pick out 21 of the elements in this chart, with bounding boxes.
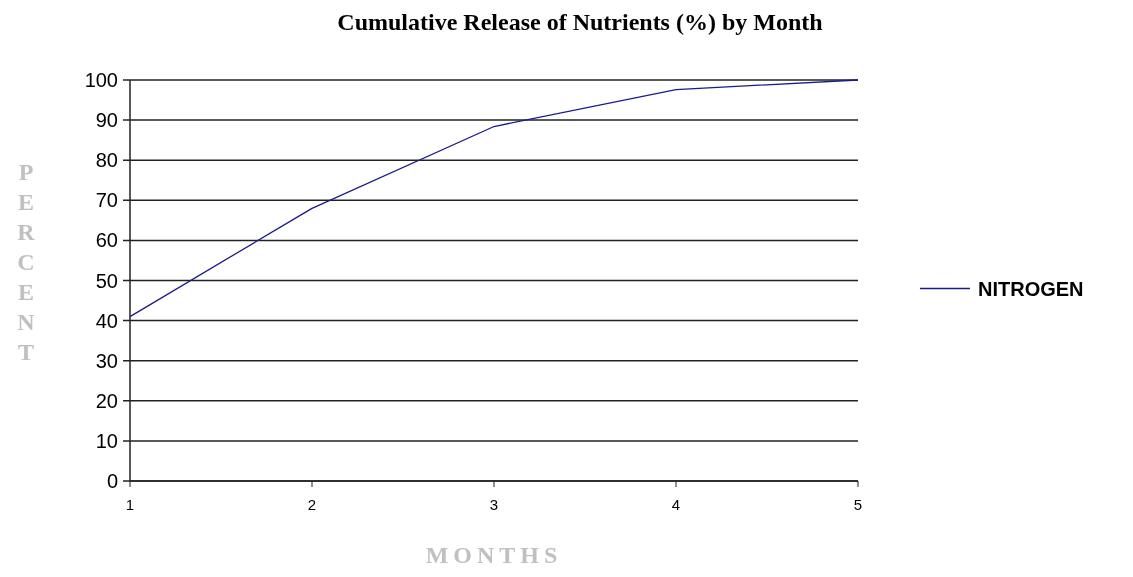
legend-label: NITROGEN bbox=[978, 277, 1084, 300]
x-tick-label: 2 bbox=[307, 496, 317, 513]
y-tick-label: 30 bbox=[95, 349, 118, 372]
y-tick-label: 50 bbox=[95, 269, 118, 292]
x-tick-label: 3 bbox=[489, 496, 499, 513]
y-axis-title: PERCENT bbox=[17, 159, 36, 365]
line-series bbox=[129, 79, 859, 318]
y-tick-label: 40 bbox=[95, 309, 118, 332]
y-tick-label: 100 bbox=[84, 69, 118, 91]
y-tick-label: 60 bbox=[95, 229, 118, 252]
x-tick-label: 1 bbox=[125, 496, 135, 513]
chart-title: Cumulative Release of Nutrients (%) by Month bbox=[337, 9, 823, 35]
x-tick-label: 4 bbox=[671, 496, 681, 513]
y-tick-label: 0 bbox=[106, 470, 118, 492]
x-axis-title: MONTHS bbox=[425, 542, 563, 568]
y-tick-label: 80 bbox=[95, 149, 118, 172]
y-tick-label: 70 bbox=[95, 189, 118, 212]
y-tick-label: 10 bbox=[95, 429, 118, 452]
x-tick-label: 5 bbox=[853, 496, 863, 513]
y-tick-label: 90 bbox=[95, 109, 118, 132]
y-tick-label: 20 bbox=[95, 389, 118, 412]
